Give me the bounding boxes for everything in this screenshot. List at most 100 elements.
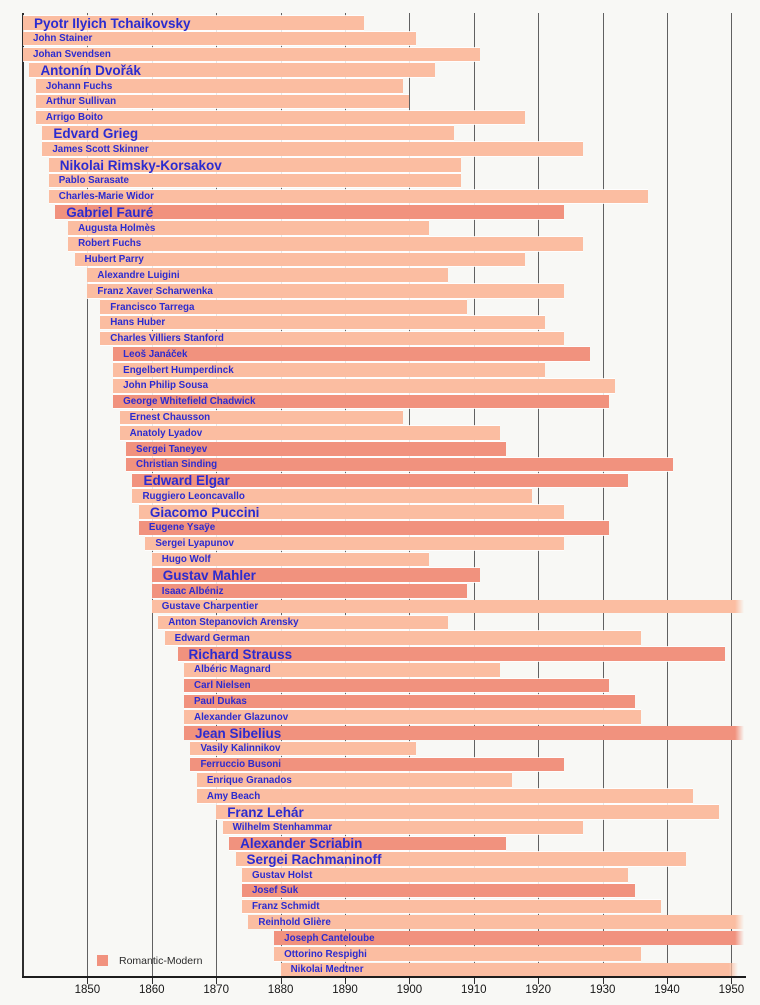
composer-label[interactable]: Francisco Tarrega [110,301,195,313]
composer-label[interactable]: Pyotr Ilyich Tchaikovsky [34,15,191,31]
composer-label[interactable]: Johann Fuchs [45,80,113,92]
composer-label[interactable]: Joseph Canteloube [284,932,375,944]
axis-tick-mark-1870 [216,978,218,984]
composer-bar [274,931,745,945]
composer-label[interactable]: Ernest Chausson [129,412,211,423]
composer-bar [126,457,674,472]
x-axis-line [22,976,746,978]
composer-label[interactable]: Ottorino Respighi [284,948,367,960]
composer-bar [48,158,461,172]
composer-label[interactable]: Franz Xaver Scharwenka [97,285,213,297]
axis-tick-label-1940: 1940 [654,984,680,996]
composer-label[interactable]: Albéric Magnard [194,664,271,676]
composer-label[interactable]: Hubert Parry [84,254,144,266]
axis-tick-label-1850: 1850 [74,984,101,996]
composer-bar [42,142,584,156]
composer-label[interactable]: Sergei Rachmaninoff [246,851,382,867]
composer-label[interactable]: Giacomo Puccini [149,504,260,520]
composer-bar [177,647,725,661]
composer-bar [113,347,590,361]
composer-label[interactable]: John Stainer [33,33,93,45]
composer-bar [42,126,455,141]
composer-bar [229,836,506,851]
composer-label[interactable]: Josef Suk [251,885,299,897]
axis-tick-mark-1910 [473,978,475,984]
composer-label[interactable]: Paul Dukas [194,696,247,708]
composer-label[interactable]: Anatoly Lyadov [129,427,203,439]
composer-label[interactable]: Anton Stepanovich Arensky [168,617,299,629]
composer-bar [119,410,403,425]
composer-label[interactable]: Antonín Dvořák [40,62,141,78]
composer-label[interactable]: Nikolai Medtner [290,964,364,976]
composer-label[interactable]: Arthur Sullivan [45,96,117,108]
composer-label[interactable]: Jean Sibelius [195,725,282,741]
composer-label[interactable]: Wilhelm Stenhammar [232,822,333,834]
composer-bar [184,726,745,740]
composer-label[interactable]: Isaac Albéniz [161,585,224,597]
composer-label[interactable]: Engelbert Humperdinck [123,364,234,376]
composer-bar [87,284,564,298]
composer-label[interactable]: Edward German [174,632,250,644]
composer-bar [145,536,564,551]
composer-bar [190,741,416,756]
composer-label[interactable]: Ruggiero Leoncavallo [142,490,245,502]
composer-label[interactable]: James Scott Skinner [52,143,149,155]
composer-bar [100,331,564,346]
composer-label[interactable]: Charles Villiers Stanford [110,333,224,345]
composer-bar [74,252,526,267]
composer-label[interactable]: George Whitefield Chadwick [123,396,256,408]
composer-label[interactable]: Hugo Wolf [161,554,211,566]
composer-label[interactable]: Vasily Kalinnikov [200,743,281,755]
axis-tick-label-1870: 1870 [203,984,229,996]
composer-label[interactable]: Gustav Mahler [162,567,256,583]
axis-tick-mark-1860 [151,978,153,984]
composer-label[interactable]: Eugene Ysaÿe [148,522,216,534]
gridline-1920 [538,13,540,976]
composer-label[interactable]: Gustav Holst [251,869,313,881]
legend-swatch-romantic-modern [97,955,108,966]
composer-bar [113,394,610,409]
composer-bar [151,584,468,598]
composer-label[interactable]: Sergei Taneyev [136,443,208,455]
composer-label[interactable]: Carl Nielsen [194,680,251,692]
composer-label[interactable]: Franz Schmidt [251,901,320,913]
composer-label[interactable]: Alexandre Luigini [97,269,180,281]
composer-label[interactable]: Augusta Holmès [78,222,156,234]
composer-bar [248,915,745,930]
composer-bar [35,110,526,125]
composer-bar [151,599,745,614]
composer-bar [138,505,564,519]
composer-bar [241,868,629,882]
composer-label[interactable]: Edward Elgar [143,473,230,489]
composer-label[interactable]: John Philip Sousa [123,380,209,392]
axis-tick-label-1930: 1930 [589,984,616,996]
composer-label[interactable]: Nikolai Rimsky-Korsakov [59,157,222,173]
axis-tick-mark-1920 [538,978,540,984]
composer-label[interactable]: Franz Lehár [227,804,304,820]
composer-label[interactable]: Johan Svendsen [33,49,111,61]
composer-label[interactable]: Robert Fuchs [78,238,142,250]
composer-label[interactable]: Leoš Janáček [123,348,188,360]
composer-label[interactable]: Charles-Marie Widor [58,191,154,203]
composer-label[interactable]: Gabriel Fauré [66,204,154,220]
composer-label[interactable]: Alexander Scriabin [240,836,363,852]
composer-label[interactable]: Gustave Charpentier [161,601,259,613]
composer-label[interactable]: Sergei Lyapunov [155,538,234,550]
composer-bar [196,773,513,788]
composer-label[interactable]: Richard Strauss [188,646,293,662]
composer-bar [151,552,429,567]
composer-label[interactable]: Alexander Glazunov [194,711,289,723]
composer-label[interactable]: Amy Beach [206,790,261,802]
composer-label[interactable]: Reinhold Glière [258,916,331,928]
composer-label[interactable]: Ferruccio Busoni [200,759,282,771]
composer-label[interactable]: Hans Huber [110,317,166,329]
composer-label[interactable]: Enrique Granados [206,774,292,786]
axis-tick-label-1920: 1920 [525,984,551,996]
composer-label[interactable]: Edvard Grieg [53,125,139,141]
composer-label[interactable]: Arrigo Boito [45,112,104,124]
composer-label[interactable]: Christian Sinding [136,459,218,471]
composer-bar [216,805,719,819]
axis-tick-mark-1950 [731,978,733,984]
composer-label[interactable]: Pablo Sarasate [58,175,129,187]
